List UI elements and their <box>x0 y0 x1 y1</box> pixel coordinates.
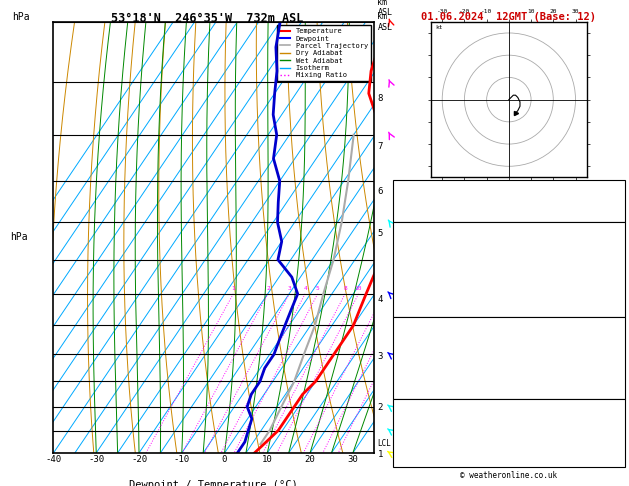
Text: -30: -30 <box>88 455 104 465</box>
Text: CIN (J): CIN (J) <box>396 386 434 395</box>
Text: 1: 1 <box>231 286 235 291</box>
Text: StmSpd (kt): StmSpd (kt) <box>396 454 455 464</box>
Text: Surface: Surface <box>490 226 528 235</box>
Text: Dewp (°C): Dewp (°C) <box>396 252 445 261</box>
Text: 2: 2 <box>377 403 383 412</box>
Text: 21: 21 <box>611 183 621 192</box>
Text: 20: 20 <box>304 455 316 465</box>
Text: LCL: LCL <box>377 439 391 448</box>
Text: 3: 3 <box>287 286 291 291</box>
Text: Hodograph: Hodograph <box>485 402 533 411</box>
Text: SREH: SREH <box>396 428 418 437</box>
Text: 30: 30 <box>347 455 359 465</box>
Text: 15: 15 <box>611 428 621 437</box>
Text: -40: -40 <box>45 455 62 465</box>
Text: Dewpoint / Temperature (°C): Dewpoint / Temperature (°C) <box>130 480 298 486</box>
Text: 10: 10 <box>262 455 273 465</box>
Text: CIN (J): CIN (J) <box>396 304 434 313</box>
Text: 5: 5 <box>316 286 320 291</box>
Text: 10: 10 <box>355 286 362 291</box>
Text: -20: -20 <box>131 455 147 465</box>
Text: 2: 2 <box>266 286 270 291</box>
Text: km
ASL: km ASL <box>377 0 392 17</box>
Text: -21: -21 <box>605 415 621 424</box>
Text: Mixing Ratio (g/kg): Mixing Ratio (g/kg) <box>398 245 407 333</box>
Text: 0: 0 <box>222 455 227 465</box>
Text: Totals Totals: Totals Totals <box>396 196 466 206</box>
Text: 305: 305 <box>605 347 621 356</box>
Text: Most Unstable: Most Unstable <box>474 320 544 330</box>
Text: 4: 4 <box>303 286 307 291</box>
Text: 0: 0 <box>616 373 621 382</box>
Text: 0: 0 <box>616 291 621 300</box>
Text: kt: kt <box>435 24 443 30</box>
Text: 25: 25 <box>611 454 621 464</box>
Text: © weatheronline.co.uk: © weatheronline.co.uk <box>460 471 557 480</box>
Text: 327°: 327° <box>600 441 621 451</box>
Text: 5: 5 <box>377 228 383 238</box>
Text: 7: 7 <box>377 142 383 151</box>
Text: 4: 4 <box>377 295 383 304</box>
Text: 0: 0 <box>616 386 621 395</box>
Text: Lifted Index: Lifted Index <box>396 360 461 369</box>
Text: 0.93: 0.93 <box>600 209 621 219</box>
Text: StmDir: StmDir <box>396 441 428 451</box>
Text: 2: 2 <box>616 360 621 369</box>
Text: Lifted Index: Lifted Index <box>396 278 461 287</box>
Text: CAPE (J): CAPE (J) <box>396 373 439 382</box>
Text: Temp (°C): Temp (°C) <box>396 239 445 248</box>
Text: hPa: hPa <box>10 232 28 243</box>
Text: 01.06.2024  12GMT (Base: 12): 01.06.2024 12GMT (Base: 12) <box>421 12 596 22</box>
Text: EH: EH <box>396 415 407 424</box>
Text: 8: 8 <box>343 286 347 291</box>
Text: 6: 6 <box>377 187 383 196</box>
Text: 7.3: 7.3 <box>605 239 621 248</box>
Text: 0: 0 <box>616 304 621 313</box>
Text: -10: -10 <box>174 455 190 465</box>
Text: hPa: hPa <box>13 12 30 22</box>
Text: θₑ(K): θₑ(K) <box>396 265 423 274</box>
Text: Pressure (mb): Pressure (mb) <box>396 333 466 343</box>
Text: 3: 3 <box>377 351 383 361</box>
Text: 3.3: 3.3 <box>605 252 621 261</box>
Legend: Temperature, Dewpoint, Parcel Trajectory, Dry Adiabat, Wet Adiabat, Isotherm, Mi: Temperature, Dewpoint, Parcel Trajectory… <box>277 25 370 81</box>
Text: km
ASL: km ASL <box>377 12 392 32</box>
Text: 53°18'N  246°35'W  732m ASL: 53°18'N 246°35'W 732m ASL <box>111 12 304 25</box>
Text: 6: 6 <box>616 278 621 287</box>
Text: CAPE (J): CAPE (J) <box>396 291 439 300</box>
Text: 51: 51 <box>611 196 621 206</box>
Text: K: K <box>396 183 402 192</box>
Text: 1: 1 <box>377 450 383 459</box>
Text: θₑ (K): θₑ (K) <box>396 347 428 356</box>
Text: 900: 900 <box>605 333 621 343</box>
Text: 301: 301 <box>605 265 621 274</box>
Text: PW (cm): PW (cm) <box>396 209 434 219</box>
Text: 8: 8 <box>377 94 383 104</box>
